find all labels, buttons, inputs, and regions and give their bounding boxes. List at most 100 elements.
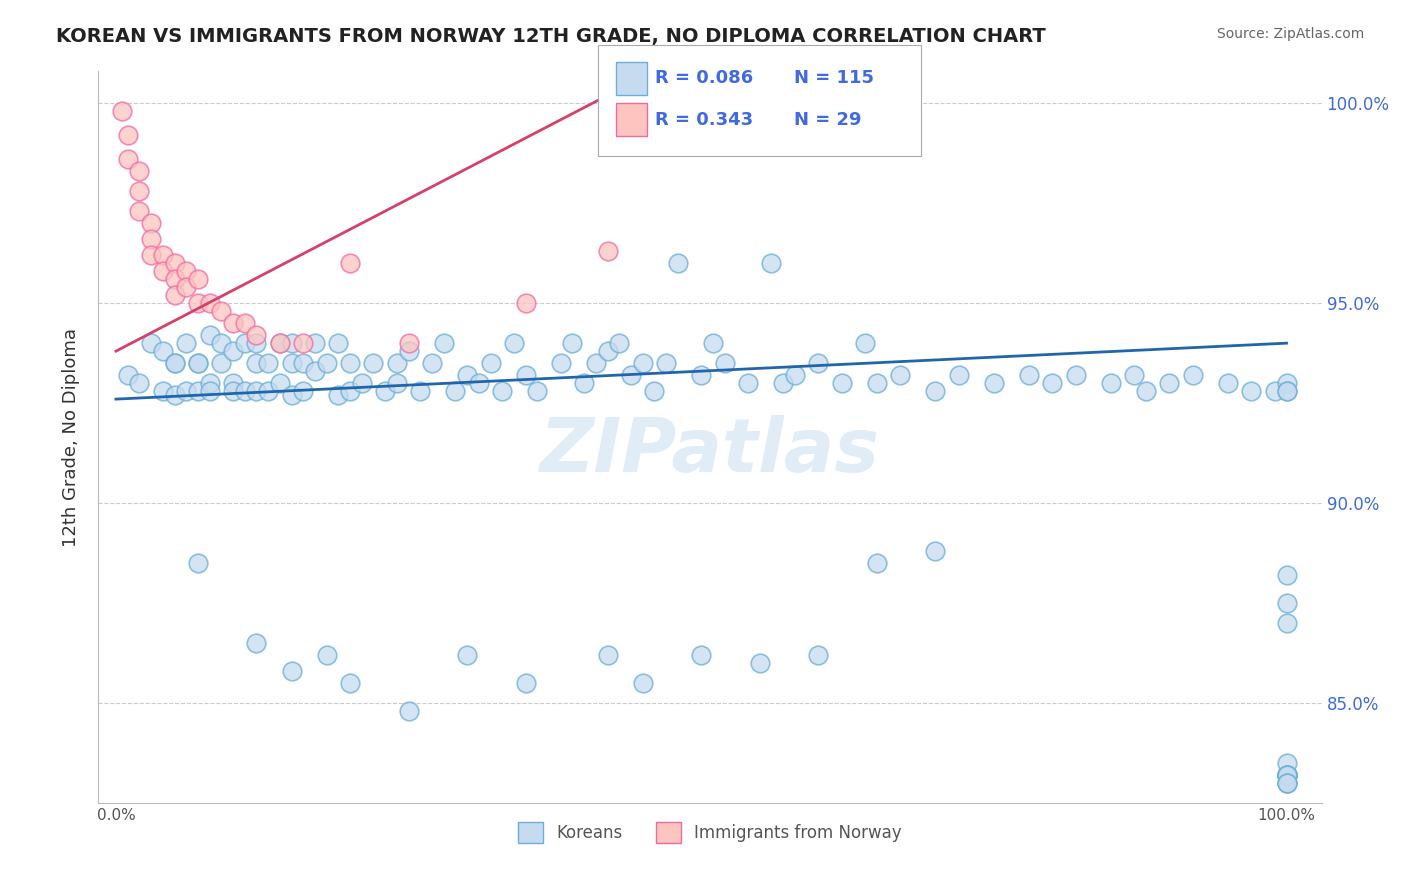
Point: [983, 376, 1005, 391]
Point: [222, 344, 245, 359]
Point: [174, 336, 197, 351]
Point: [550, 356, 572, 370]
Point: [152, 384, 174, 398]
Point: [1275, 596, 1298, 610]
Point: [1275, 776, 1298, 790]
Point: [1123, 368, 1146, 383]
Point: [163, 356, 186, 370]
Point: [574, 376, 596, 391]
Point: [1275, 376, 1298, 391]
Point: [1275, 768, 1298, 782]
Point: [174, 264, 197, 278]
Point: [209, 304, 232, 318]
Point: [385, 356, 408, 370]
Point: [924, 384, 946, 398]
Point: [772, 376, 794, 391]
Point: [339, 384, 361, 398]
Point: [690, 368, 713, 383]
Point: [398, 704, 420, 718]
Point: [152, 248, 174, 262]
Point: [607, 336, 630, 351]
Text: Source: ZipAtlas.com: Source: ZipAtlas.com: [1216, 27, 1364, 41]
Point: [713, 356, 735, 370]
Point: [304, 364, 326, 378]
Point: [596, 648, 619, 662]
Point: [245, 384, 267, 398]
Point: [350, 376, 373, 391]
Point: [374, 384, 396, 398]
Text: N = 115: N = 115: [794, 70, 875, 87]
Point: [280, 356, 302, 370]
Point: [831, 376, 853, 391]
Point: [233, 316, 256, 330]
Point: [737, 376, 759, 391]
Point: [163, 388, 186, 402]
Text: KOREAN VS IMMIGRANTS FROM NORWAY 12TH GRADE, NO DIPLOMA CORRELATION CHART: KOREAN VS IMMIGRANTS FROM NORWAY 12TH GR…: [56, 27, 1046, 45]
Point: [280, 664, 302, 678]
Point: [174, 384, 197, 398]
Point: [139, 232, 162, 246]
Point: [561, 336, 583, 351]
Point: [128, 376, 150, 391]
Point: [198, 384, 221, 398]
Point: [1275, 768, 1298, 782]
Point: [292, 356, 315, 370]
Point: [315, 648, 337, 662]
Point: [503, 336, 526, 351]
Point: [1275, 384, 1298, 398]
Point: [1181, 368, 1204, 383]
Point: [1275, 615, 1298, 630]
Point: [1099, 376, 1122, 391]
Point: [339, 356, 361, 370]
Point: [280, 388, 302, 402]
Point: [924, 544, 946, 558]
Point: [117, 153, 139, 167]
Point: [1135, 384, 1157, 398]
Point: [1240, 384, 1263, 398]
Point: [163, 356, 186, 370]
Point: [385, 376, 408, 391]
Point: [1275, 756, 1298, 770]
Point: [1264, 384, 1286, 398]
Point: [328, 336, 350, 351]
Point: [245, 328, 267, 343]
Point: [748, 656, 770, 670]
Point: [398, 336, 420, 351]
Point: [889, 368, 911, 383]
Point: [222, 376, 245, 391]
Point: [526, 384, 548, 398]
Text: R = 0.343: R = 0.343: [655, 111, 754, 128]
Point: [596, 244, 619, 259]
Point: [1275, 384, 1298, 398]
Point: [257, 356, 280, 370]
Point: [117, 368, 139, 383]
Point: [948, 368, 970, 383]
Point: [1216, 376, 1239, 391]
Point: [363, 356, 385, 370]
Point: [315, 356, 337, 370]
Point: [222, 316, 245, 330]
Point: [398, 344, 420, 359]
Point: [128, 204, 150, 219]
Point: [233, 384, 256, 398]
Point: [807, 648, 830, 662]
Point: [163, 288, 186, 302]
Point: [209, 356, 232, 370]
Point: [187, 356, 209, 370]
Point: [666, 256, 689, 270]
Point: [174, 280, 197, 294]
Point: [280, 336, 302, 351]
Point: [187, 356, 209, 370]
Point: [631, 676, 654, 690]
Point: [187, 384, 209, 398]
Point: [1275, 768, 1298, 782]
Point: [433, 336, 456, 351]
Point: [269, 376, 291, 391]
Point: [187, 272, 209, 286]
Point: [233, 336, 256, 351]
Point: [690, 648, 713, 662]
Point: [1275, 568, 1298, 582]
Point: [491, 384, 513, 398]
Point: [163, 256, 186, 270]
Point: [1275, 776, 1298, 790]
